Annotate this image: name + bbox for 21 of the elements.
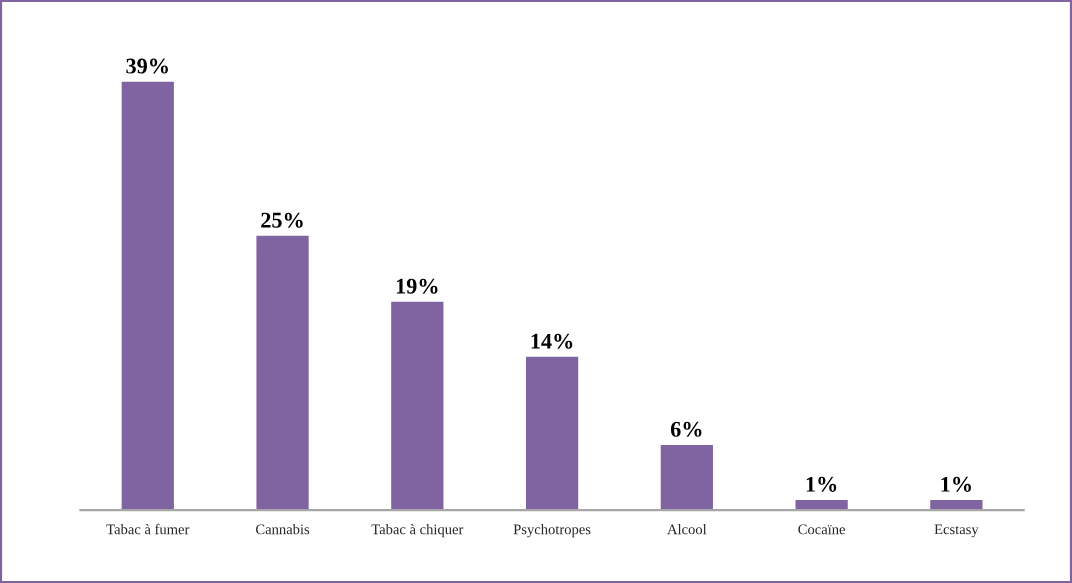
data-label: 39% [126, 58, 168, 74]
bar [389, 300, 446, 511]
data-label: 6% [670, 421, 702, 437]
data-label: 1% [806, 476, 837, 492]
data-label: 25% [261, 212, 303, 228]
bar [254, 234, 311, 511]
data-label: 1% [941, 476, 971, 492]
bar [524, 355, 580, 511]
data-label: 19% [396, 278, 438, 294]
x-tick-label: Alcool [667, 524, 707, 535]
data-label: 14% [531, 333, 573, 349]
x-tick-label: Ecstasy [934, 524, 979, 538]
x-tick-label: Cannabis [256, 524, 310, 535]
bar [928, 498, 985, 511]
x-tick-label: Psychotropes [513, 524, 591, 538]
x-tick-label: Tabac à fumer [106, 523, 190, 535]
bar [119, 79, 176, 511]
x-tick-label: Tabac à chiquer [371, 524, 464, 538]
bar [793, 498, 850, 511]
x-tick-label: Cocaïne [798, 524, 845, 535]
bar [659, 443, 715, 511]
